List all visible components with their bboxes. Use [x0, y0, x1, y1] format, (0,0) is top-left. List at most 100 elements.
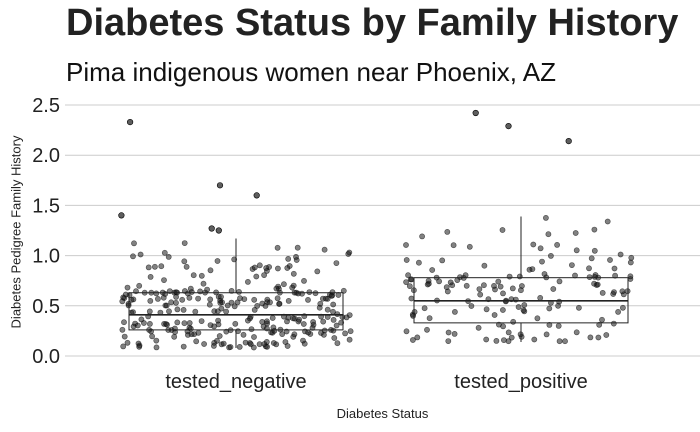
boxplot-tested_positive — [413, 216, 629, 342]
data-point — [483, 306, 490, 313]
data-point — [620, 304, 626, 311]
data-point — [154, 295, 161, 302]
data-point — [594, 281, 601, 288]
data-point — [201, 341, 207, 347]
data-point — [572, 230, 579, 236]
data-point — [134, 322, 141, 329]
data-point — [301, 277, 307, 284]
data-point — [228, 287, 235, 294]
data-point — [518, 287, 524, 294]
data-point — [444, 288, 451, 295]
data-point — [591, 247, 598, 254]
data-point — [128, 296, 135, 303]
data-point — [627, 273, 634, 280]
data-point — [346, 336, 353, 343]
data-point — [223, 308, 229, 315]
data-point — [628, 254, 635, 261]
data-point — [330, 301, 337, 308]
data-point — [193, 338, 200, 345]
data-point — [408, 295, 415, 302]
data-point — [406, 283, 413, 289]
data-point — [289, 284, 296, 291]
data-point — [530, 241, 537, 248]
x-tick-label: tested_positive — [454, 371, 587, 393]
data-point — [256, 262, 263, 269]
data-point — [214, 337, 220, 344]
data-point — [316, 304, 323, 311]
data-point — [537, 294, 544, 301]
y-tick-label: 1.5 — [32, 195, 60, 217]
data-point — [586, 274, 593, 280]
data-point — [231, 256, 238, 263]
data-point — [506, 273, 513, 280]
data-point — [232, 320, 239, 327]
data-point — [445, 338, 452, 344]
data-point — [131, 240, 137, 247]
data-point — [136, 343, 143, 350]
data-point — [410, 312, 416, 319]
data-point — [251, 334, 257, 340]
y-tick-label: 2.0 — [32, 145, 60, 167]
x-tick-label: tested_negative — [165, 371, 306, 393]
data-point — [610, 291, 617, 297]
data-point — [610, 320, 617, 327]
data-point — [220, 340, 227, 347]
data-point — [305, 296, 311, 303]
data-point — [168, 299, 175, 306]
data-point — [173, 299, 179, 306]
data-point — [591, 226, 598, 233]
data-point — [521, 302, 528, 308]
data-point — [403, 242, 409, 248]
data-point — [254, 302, 261, 309]
data-point — [475, 324, 482, 331]
data-point — [237, 295, 243, 302]
data-point — [198, 272, 205, 279]
data-point — [615, 308, 621, 315]
data-point — [161, 277, 167, 283]
data-point — [179, 296, 186, 303]
data-point — [493, 337, 500, 344]
data-point — [261, 341, 268, 347]
data-point — [508, 334, 515, 341]
outlier-point — [216, 182, 224, 189]
data-point — [147, 297, 154, 304]
data-point — [334, 340, 341, 347]
data-point — [320, 318, 327, 325]
data-point — [187, 285, 194, 292]
data-point — [468, 303, 475, 309]
data-point — [244, 278, 251, 285]
data-point — [499, 307, 506, 313]
data-point — [198, 318, 205, 324]
data-point — [343, 314, 350, 321]
data-point — [285, 255, 292, 262]
data-point — [414, 334, 421, 341]
data-point — [224, 302, 231, 309]
data-point — [531, 336, 538, 343]
data-point — [587, 334, 594, 341]
data-point — [331, 335, 338, 341]
data-point — [181, 320, 188, 327]
data-point — [333, 260, 340, 266]
outlier-point — [253, 192, 260, 199]
data-point — [138, 316, 145, 323]
data-point — [450, 242, 457, 249]
data-point — [592, 272, 599, 278]
data-point — [545, 231, 552, 238]
data-point — [322, 295, 329, 302]
data-point — [180, 306, 187, 313]
data-point — [171, 333, 178, 340]
data-point — [124, 284, 131, 291]
data-point — [293, 253, 299, 260]
data-point — [340, 287, 347, 294]
data-point — [165, 253, 172, 260]
data-point — [251, 264, 258, 271]
boxplot-tested_negative — [128, 238, 344, 348]
data-point — [408, 276, 415, 283]
data-point — [599, 289, 606, 296]
data-point — [124, 339, 131, 346]
data-point — [342, 330, 348, 337]
data-point — [444, 228, 451, 235]
data-point — [546, 305, 553, 312]
data-point — [554, 241, 560, 248]
data-point — [218, 293, 224, 300]
